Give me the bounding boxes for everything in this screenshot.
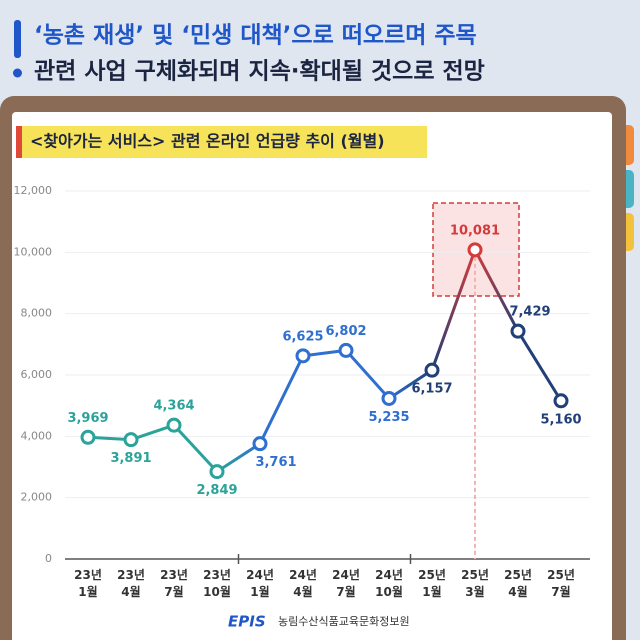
chart-title: <찾아가는 서비스> 관련 온라인 언급량 추이 (월별) [30, 132, 385, 151]
marker [553, 393, 569, 409]
x-tick-label: 23년 10월 [203, 568, 231, 599]
x-tick-label: 23년 1월 [74, 568, 102, 599]
x-tick-label: 25년 4월 [504, 568, 532, 599]
value-label: 4,364 [153, 399, 194, 414]
x-tick-label: 25년 7월 [547, 568, 575, 599]
line-segment [216, 442, 261, 473]
x-tick-label: 24년 4월 [289, 568, 317, 599]
value-label: 6,625 [282, 329, 323, 344]
line-segment [388, 368, 433, 400]
line-segment [172, 424, 219, 473]
marker [295, 348, 311, 364]
y-tick-label: 0 [45, 552, 52, 565]
marker [123, 432, 139, 448]
headline: ‘농촌 재생’ 및 ‘민생 대책’으로 떠오르며 주목 [34, 23, 477, 49]
value-label: 7,429 [509, 305, 550, 320]
exclaim-dot [13, 68, 22, 78]
marker [80, 429, 96, 445]
marker [510, 323, 526, 339]
marker [467, 242, 483, 258]
value-label: 5,160 [540, 412, 581, 427]
x-tick-label: 24년 1월 [246, 568, 274, 599]
x-tick-label: 23년 7월 [160, 568, 188, 599]
y-tick-label: 6,000 [21, 368, 53, 381]
line-segment [430, 249, 477, 371]
value-label: 3,969 [67, 411, 108, 426]
value-label: 6,802 [325, 324, 366, 339]
marker [381, 390, 397, 406]
marker [252, 436, 268, 452]
x-tick-label: 23년 4월 [117, 568, 145, 599]
value-label: 3,761 [255, 455, 296, 470]
y-tick-label: 12,000 [14, 184, 53, 197]
title-box [16, 126, 427, 158]
line-segment [130, 423, 175, 442]
line-segment [258, 355, 305, 445]
y-tick-label: 8,000 [21, 307, 53, 320]
marker [338, 342, 354, 358]
marker [424, 362, 440, 378]
footer-org: 농림수산식품교육문화정보원 [278, 615, 410, 628]
value-label: 6,157 [411, 382, 452, 397]
value-label: 2,849 [196, 483, 237, 498]
exclaim-bar [14, 20, 21, 58]
x-tick-label: 24년 7월 [332, 568, 360, 599]
title-marker [16, 126, 22, 158]
y-tick-label: 2,000 [21, 491, 53, 504]
line-segment [344, 349, 391, 400]
line-segment [473, 249, 520, 332]
marker [166, 417, 182, 433]
x-tick-label: 24년 10월 [375, 568, 403, 599]
line-segment [516, 330, 563, 402]
value-label: 5,235 [368, 410, 409, 425]
marker [209, 464, 225, 480]
y-tick-label: 4,000 [21, 429, 53, 442]
value-label: 3,891 [110, 451, 151, 466]
y-tick-label: 10,000 [14, 245, 53, 258]
value-label: 10,081 [450, 223, 500, 238]
x-tick-label: 25년 1월 [418, 568, 446, 599]
footer-logo: EPIS [228, 613, 266, 631]
x-tick-label: 25년 3월 [461, 568, 489, 599]
subheadline: 관련 사업 구체화되며 지속·확대될 것으로 전망 [34, 59, 485, 85]
